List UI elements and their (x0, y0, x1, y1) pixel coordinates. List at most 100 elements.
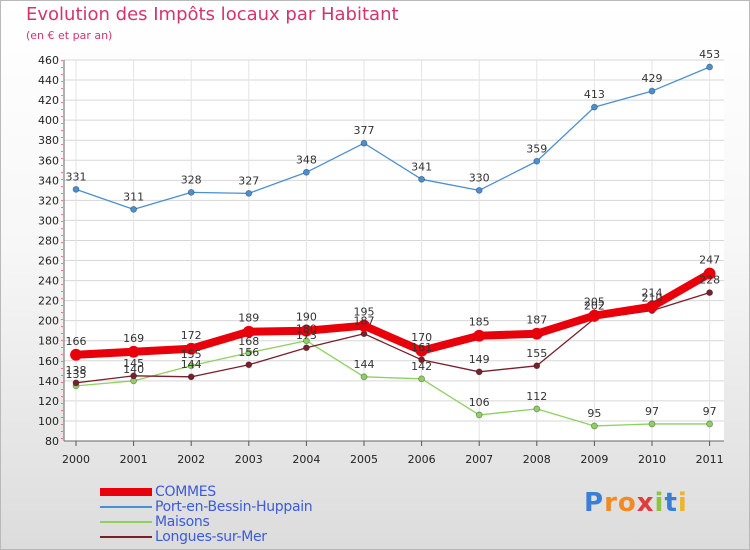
data-point (475, 368, 483, 376)
data-point (475, 186, 483, 194)
x-tick-label: 2010 (638, 453, 666, 466)
y-tick-label: 460 (38, 54, 59, 67)
legend-label-commes: COMMES (155, 484, 216, 500)
data-point (360, 139, 368, 147)
brand-letter: r (604, 488, 618, 518)
data-point (415, 344, 428, 357)
data-label: 187 (526, 314, 547, 327)
data-label: 95 (587, 407, 601, 420)
y-tick-label: 400 (38, 114, 59, 127)
data-label: 135 (66, 368, 87, 381)
series-lines (70, 63, 716, 430)
data-label: 413 (584, 88, 605, 101)
data-label: 453 (699, 48, 720, 61)
brand-logo: Proxiti (584, 488, 688, 518)
data-label: 97 (645, 405, 659, 418)
data-label: 144 (354, 358, 375, 371)
data-point (706, 420, 713, 428)
legend-item-longues-sur-mer[interactable]: Longues-sur-Mer (100, 529, 430, 545)
data-label: 331 (66, 170, 87, 183)
data-labels: 166 169 172 189 190 195 170 185 187 205 214 247 331 3… (66, 48, 721, 420)
y-tick-label: 320 (38, 194, 59, 207)
y-tick-label: 340 (38, 174, 59, 187)
data-point (706, 289, 713, 297)
data-label: 377 (354, 124, 375, 137)
series-line-2 (75, 340, 711, 427)
data-label: 156 (238, 346, 259, 359)
data-point (245, 361, 253, 369)
data-label: 205 (584, 296, 605, 309)
data-point (533, 405, 541, 413)
data-label: 144 (181, 358, 202, 371)
x-tick-label: 2003 (235, 453, 263, 466)
data-label: 155 (181, 348, 202, 361)
data-label: 359 (526, 142, 547, 155)
axes: 80 100 120 140 160 180 200 220 240 260 280 300 320 34… (38, 54, 724, 466)
legend-label-port-en-bessin: Port-en-Bessin-Huppain (155, 499, 313, 515)
data-point (648, 87, 656, 95)
data-point (473, 329, 486, 342)
legend-label-longues-sur-mer: Longues-sur-Mer (155, 529, 267, 545)
data-label: 189 (238, 312, 259, 325)
data-label: 348 (296, 153, 317, 166)
y-tick-label: 280 (38, 234, 59, 247)
data-label: 170 (411, 331, 432, 344)
y-tick-label: 360 (38, 154, 59, 167)
brand-letter: t (664, 488, 678, 518)
data-point (130, 372, 138, 380)
data-label: 429 (642, 72, 663, 85)
y-tick-label: 120 (38, 395, 59, 408)
data-point (530, 327, 543, 340)
data-point (127, 345, 140, 358)
data-point (130, 205, 138, 213)
x-tick-label: 2004 (292, 453, 320, 466)
data-label: 172 (181, 329, 202, 342)
data-point (302, 337, 310, 345)
chart-title: Evolution des Impôts locaux par Habitant (26, 4, 399, 25)
data-label: 161 (411, 341, 432, 354)
y-tick-label: 80 (45, 435, 59, 448)
x-tick-label: 2005 (350, 453, 378, 466)
y-tick-label: 380 (38, 134, 59, 147)
brand-letter: x (636, 488, 655, 518)
data-point (533, 362, 541, 370)
data-label: 330 (469, 171, 490, 184)
legend-swatch-commes (100, 488, 152, 496)
y-tick-label: 180 (38, 335, 59, 348)
data-point (187, 362, 195, 370)
grid (64, 59, 724, 442)
legend-item-commes[interactable]: COMMES (100, 484, 430, 500)
series-line-1 (75, 66, 711, 211)
data-point (70, 348, 82, 361)
x-tick-label: 2002 (177, 453, 205, 466)
data-point (703, 267, 716, 280)
brand-letter: i (654, 488, 665, 518)
data-point (533, 157, 541, 165)
legend: COMMES Port-en-Bessin-Huppain Maisons Lo… (100, 484, 430, 545)
data-point (245, 189, 253, 197)
data-label: 311 (123, 190, 144, 203)
data-point (300, 324, 313, 337)
y-tick-label: 260 (38, 255, 59, 268)
data-label: 195 (354, 306, 375, 319)
data-label: 166 (66, 335, 87, 348)
y-tick-label: 300 (38, 214, 59, 227)
data-label: 210 (642, 292, 663, 305)
data-point (187, 188, 195, 196)
data-point (706, 63, 713, 71)
series-line-0 (72, 269, 714, 359)
data-point (185, 342, 198, 355)
data-point (648, 420, 656, 428)
data-label: 247 (699, 254, 720, 267)
data-label: 228 (699, 274, 720, 287)
x-tick-label: 2007 (465, 453, 493, 466)
legend-item-maisons[interactable]: Maisons (100, 514, 430, 530)
legend-item-port-en-bessin[interactable]: Port-en-Bessin-Huppain (100, 499, 430, 515)
data-point (646, 300, 658, 313)
legend-swatch-port-en-bessin (100, 506, 152, 508)
data-label: 112 (526, 390, 547, 403)
data-label: 187 (354, 315, 375, 328)
data-label: 138 (66, 364, 87, 377)
data-label: 185 (469, 316, 490, 329)
